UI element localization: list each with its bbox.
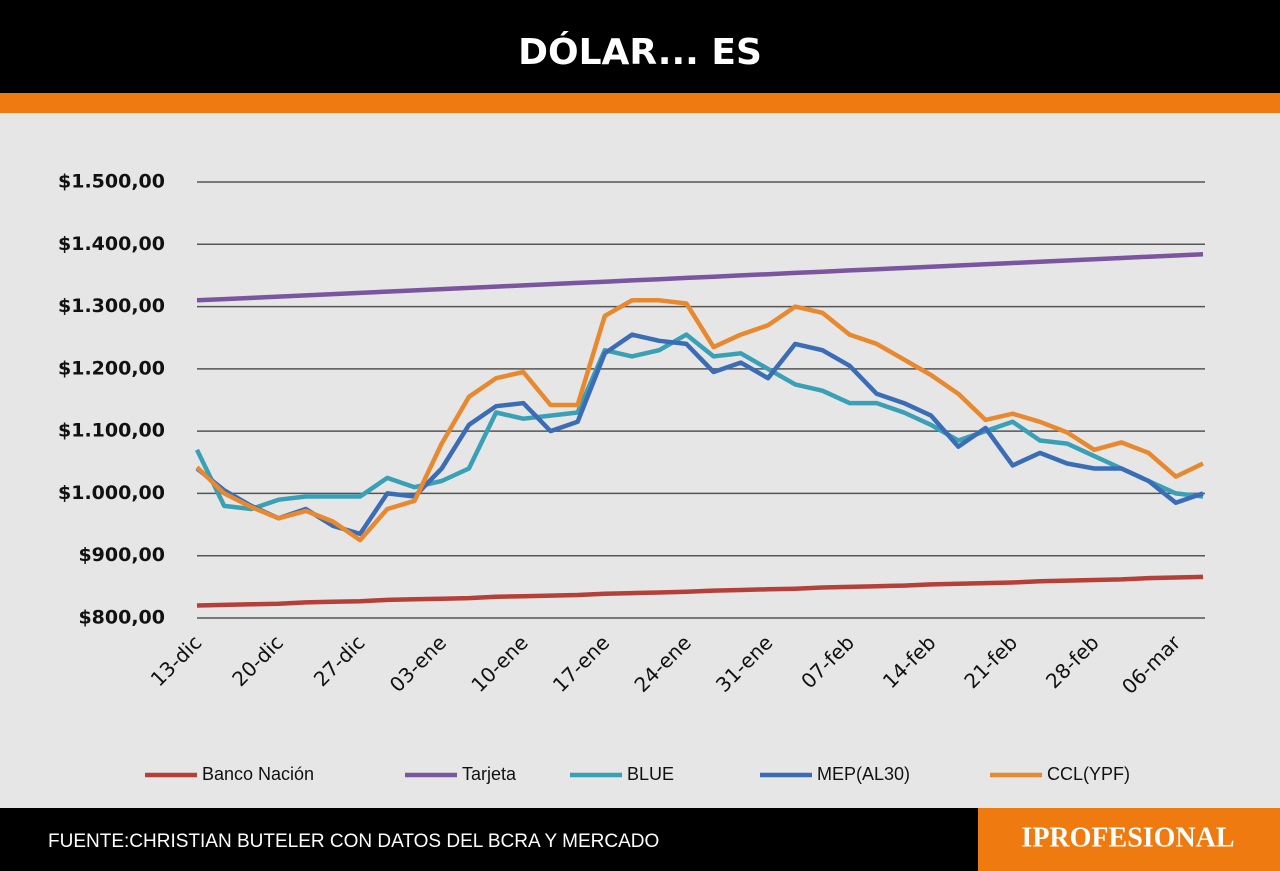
- series-line: [196, 574, 1204, 608]
- source: FUENTE:CHRISTIAN BUTELER CON DATOS DEL B…: [48, 831, 659, 852]
- y-tick-label: $1.000,00: [58, 482, 165, 504]
- y-tick-label: $900,00: [78, 544, 165, 566]
- series-line: [195, 332, 1204, 537]
- series-line: [194, 332, 1204, 512]
- series-line: [195, 298, 1204, 543]
- legend-label: Tarjeta: [462, 764, 517, 784]
- brand-box: [978, 808, 1280, 871]
- legend-label: MEP(AL30): [817, 764, 910, 784]
- y-tick-label: $1.400,00: [58, 233, 165, 255]
- legend-label: BLUE: [627, 764, 674, 784]
- y-tick-label: $1.300,00: [58, 295, 165, 317]
- y-tick-label: $1.500,00: [58, 171, 165, 193]
- y-tick-label: $800,00: [78, 607, 165, 629]
- y-tick-label: $1.200,00: [58, 357, 165, 379]
- series-line: [196, 252, 1204, 303]
- header-bar: [0, 0, 1280, 93]
- y-tick-label: $1.100,00: [58, 420, 165, 442]
- brand: IPROFESIONAL: [1021, 822, 1234, 853]
- chart-title: DÓLAR... ES: [518, 31, 762, 73]
- legend-label: CCL(YPF): [1047, 764, 1130, 784]
- accent-bar: [0, 93, 1280, 113]
- legend-label: Banco Nación: [202, 764, 314, 784]
- chart-background: [0, 113, 1280, 808]
